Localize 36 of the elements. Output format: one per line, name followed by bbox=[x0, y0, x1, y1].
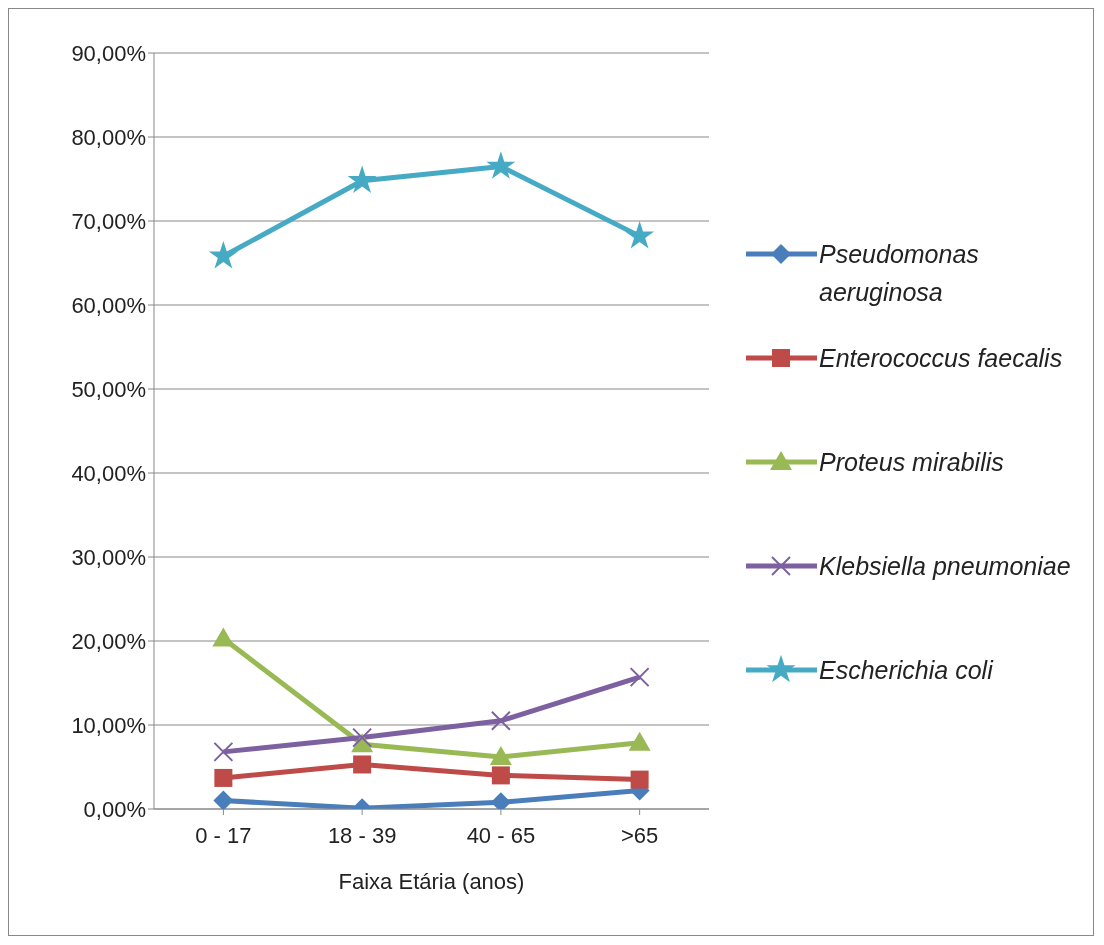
y-tick-label: 0,00% bbox=[83, 796, 146, 822]
point bbox=[353, 755, 372, 774]
point bbox=[629, 667, 650, 688]
y-tick-label: 80,00% bbox=[71, 124, 146, 150]
x-tick-label: 18 - 39 bbox=[327, 822, 397, 848]
point bbox=[491, 766, 510, 785]
legend-label: Proteus mirabilis bbox=[819, 447, 1004, 478]
legend-label: Escherichia coli bbox=[819, 655, 993, 686]
y-tick-label: 40,00% bbox=[71, 460, 146, 486]
y-tick-label: 90,00% bbox=[71, 40, 146, 66]
x-tick-label: 0 - 17 bbox=[195, 822, 252, 848]
y-tick-label: 10,00% bbox=[71, 712, 146, 738]
point bbox=[214, 768, 233, 787]
x-axis-title: Faixa Etária (anos) bbox=[338, 869, 525, 894]
legend-label: Enterococcus faecalis bbox=[819, 343, 1063, 374]
y-tick-label: 30,00% bbox=[71, 544, 146, 570]
y-tick-label: 50,00% bbox=[71, 376, 146, 402]
point bbox=[208, 241, 238, 269]
point bbox=[489, 745, 512, 765]
point bbox=[630, 770, 649, 789]
point bbox=[347, 165, 377, 193]
point bbox=[628, 731, 651, 751]
point bbox=[490, 710, 511, 731]
x-tick-label: 40 - 65 bbox=[466, 822, 536, 848]
x-tick-label: >65 bbox=[620, 822, 659, 848]
y-tick-label: 70,00% bbox=[71, 208, 146, 234]
y-tick-label: 20,00% bbox=[71, 628, 146, 654]
point bbox=[352, 727, 373, 748]
point bbox=[625, 220, 655, 249]
point bbox=[486, 151, 516, 179]
point bbox=[212, 627, 235, 647]
legend-label: Pseudomonas aeruginosa bbox=[819, 239, 980, 308]
point bbox=[213, 790, 234, 809]
y-tick-label: 60,00% bbox=[71, 292, 146, 318]
point bbox=[213, 741, 234, 762]
legend-label: Klebsiella pneumoniae bbox=[819, 551, 1071, 582]
